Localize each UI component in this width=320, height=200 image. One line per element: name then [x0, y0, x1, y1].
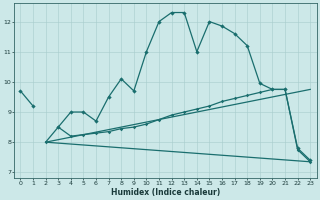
X-axis label: Humidex (Indice chaleur): Humidex (Indice chaleur): [111, 188, 220, 197]
